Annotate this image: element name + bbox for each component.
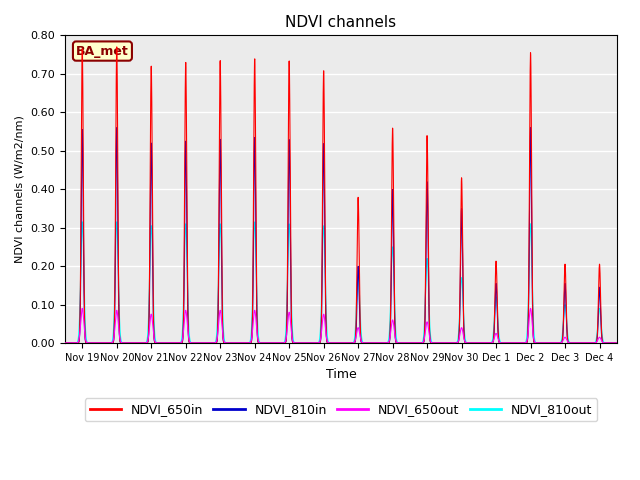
Text: BA_met: BA_met [76,45,129,58]
X-axis label: Time: Time [326,368,356,381]
Title: NDVI channels: NDVI channels [285,15,396,30]
Y-axis label: NDVI channels (W/m2/nm): NDVI channels (W/m2/nm) [15,115,25,263]
Legend: NDVI_650in, NDVI_810in, NDVI_650out, NDVI_810out: NDVI_650in, NDVI_810in, NDVI_650out, NDV… [84,398,597,421]
